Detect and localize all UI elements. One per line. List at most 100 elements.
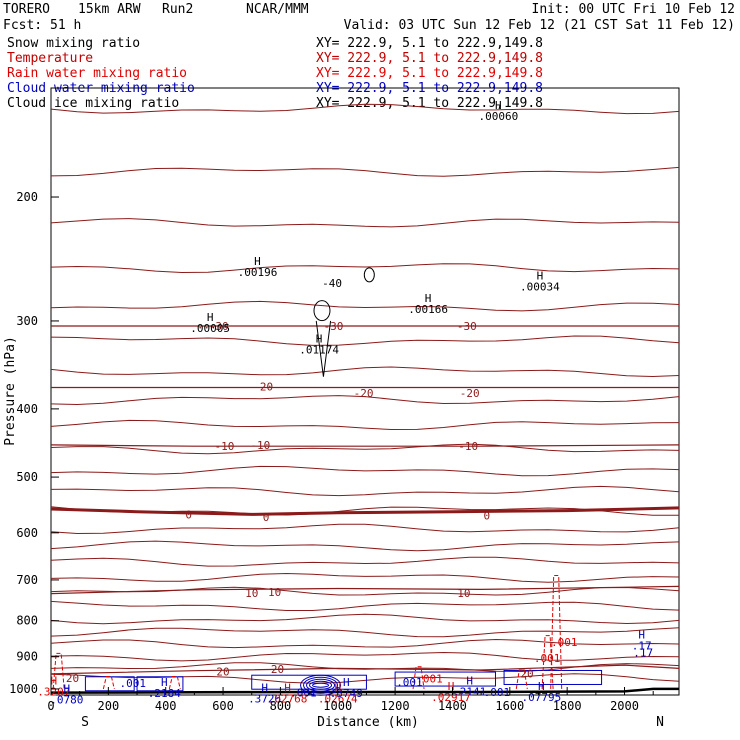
run-name: Run2	[162, 2, 193, 17]
valid-time: Valid: 03 UTC Sun 12 Feb 12 (21 CST Sat …	[344, 18, 735, 33]
cloud-water-contour	[84, 676, 135, 692]
isotherm-line	[50, 166, 680, 177]
x-tick-label: 1800	[553, 699, 582, 713]
extremum-mark: H	[161, 676, 168, 689]
contour-label: -40	[322, 277, 342, 290]
extremum-value: .00005	[190, 322, 230, 335]
field-name: Temperature	[7, 51, 93, 66]
y-tick-label: 1000	[9, 682, 38, 696]
extremum-value: .02674	[318, 692, 358, 705]
isotherm-line	[50, 540, 680, 552]
extremum-value: .2184	[148, 687, 181, 700]
extremum-mark: H	[207, 311, 214, 324]
contour-label: 0	[263, 511, 270, 524]
contour-label: 10	[457, 587, 470, 600]
contour-labels: -40 -30 -30 -30 -20 -20 -20 -10 -10 -10 0 0 0 10 10 10 2…	[66, 277, 653, 700]
isotherm-line	[50, 419, 680, 431]
cloud-water-contour	[394, 671, 496, 687]
contour-label: -10	[215, 440, 235, 453]
header-text: TORERO 15km ARW Run2 NCAR/MMM Init: 00 U…	[3, 2, 735, 33]
mixing-ratio-contours	[52, 267, 603, 696]
y-tick-label: 600	[16, 526, 38, 540]
extremum-mark: H	[425, 292, 432, 305]
extremum-value: .3207	[37, 685, 70, 698]
x-tick-label: 400	[155, 699, 177, 713]
x-tick-label: 600	[212, 699, 234, 713]
y-tick-label: 500	[16, 470, 38, 484]
field-xy: XY= 222.9, 5.1 to 222.9,149.8	[316, 96, 543, 111]
y-tick-label: 800	[16, 614, 38, 628]
contour-label: .001	[551, 636, 578, 649]
rain-water-contour	[102, 675, 115, 690]
isotherm-line	[50, 572, 680, 583]
isotherm-line	[50, 638, 680, 649]
x-tick-label: 1200	[381, 699, 410, 713]
isotherm-line	[50, 586, 680, 596]
cloud-water-contour	[306, 678, 336, 692]
snow-contour	[315, 320, 332, 377]
contour-label: .17	[633, 647, 653, 660]
isotherm-line	[50, 523, 680, 535]
y-tick-label: 300	[16, 314, 38, 328]
resolution: 15km ARW	[78, 2, 141, 17]
extrema-markers: H.00196H.00005H.01174H.00166H.00034H.000…	[37, 99, 651, 707]
isotherm-labelled-line	[50, 585, 680, 595]
extremum-value: .17	[632, 640, 652, 653]
south-end-label: S	[81, 715, 89, 730]
contour-label: 10	[268, 586, 281, 599]
field-name: Rain water mixing ratio	[7, 66, 187, 81]
isotherm-line	[50, 263, 680, 274]
field-xy: XY= 222.9, 5.1 to 222.9,149.8	[316, 36, 543, 51]
x-tick-label: 0	[47, 699, 54, 713]
cloud-water-contour	[303, 676, 339, 694]
x-tick-label: 800	[270, 699, 292, 713]
snow-contour	[313, 300, 331, 322]
isotherm-line	[50, 556, 680, 567]
model-name: TORERO	[3, 2, 50, 17]
field-name: Snow mixing ratio	[7, 36, 140, 51]
extremum-value: .07795	[521, 691, 561, 704]
x-tick-label: 200	[98, 699, 120, 713]
isotherm-labelled-line	[50, 664, 680, 675]
field-xy: XY= 222.9, 5.1 to 222.9,149.8	[316, 66, 543, 81]
contour-label: -20	[354, 387, 374, 400]
contour-label: -30	[209, 320, 229, 333]
isotherm-labelled-line	[50, 506, 680, 516]
extremum-value: .00166	[408, 303, 448, 316]
rain-water-contour	[52, 652, 65, 689]
rain-water-contour	[412, 666, 425, 690]
extremum-mark: H	[51, 674, 58, 687]
contour-label: 20	[216, 666, 229, 679]
extremum-value: .2141	[453, 685, 486, 698]
x-tick-label: 2000	[610, 699, 639, 713]
contour-label: -30	[457, 320, 477, 333]
x-tick-label: 1000	[323, 699, 352, 713]
extremum-value: .00060	[478, 110, 518, 123]
rain-water-contour	[541, 635, 554, 689]
cloud-water-contour	[300, 674, 342, 696]
isotherm-labelled-line	[50, 444, 680, 447]
plot-frame	[50, 87, 680, 696]
extremum-mark: H	[261, 681, 268, 694]
contour-label: 0	[484, 510, 491, 523]
forecast-value: 51 h	[50, 18, 81, 33]
isotherm-line	[50, 600, 680, 611]
isotherm-line	[50, 613, 680, 625]
contour-label: .001	[119, 677, 146, 690]
y-tick-label: 900	[16, 650, 38, 664]
forecast-label: Fcst:	[3, 18, 42, 33]
isotherm-line	[50, 485, 680, 497]
isotherm-line	[50, 335, 680, 346]
snow-contour	[363, 267, 375, 283]
cloud-water-contour	[136, 676, 184, 692]
isotherm-line	[50, 651, 680, 662]
extremum-value: .00196	[238, 266, 278, 279]
extremum-mark: H	[538, 680, 545, 693]
contour-label: .001	[534, 652, 561, 665]
temperature-contours	[50, 103, 680, 694]
extremum-value: .02917	[431, 691, 471, 704]
extremum-value: .00034	[520, 281, 560, 294]
y-tick-label: 400	[16, 402, 38, 416]
isotherm-line	[50, 443, 680, 455]
